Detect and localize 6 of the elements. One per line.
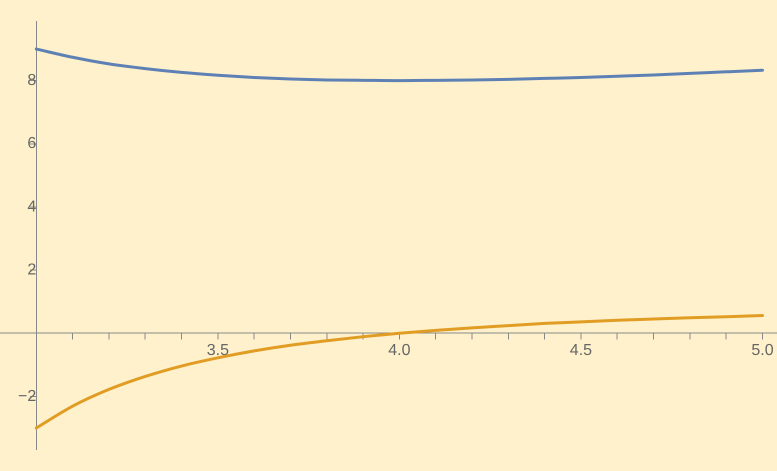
line-series [34, 48, 764, 82]
y-tick-label: −2 [18, 388, 36, 405]
x-tick-label: 4.5 [570, 342, 592, 360]
x-tick-label: 4.0 [388, 342, 411, 360]
x-tick-label: 3.5 [206, 342, 230, 360]
x-tick-label: 5.0 [751, 342, 774, 360]
